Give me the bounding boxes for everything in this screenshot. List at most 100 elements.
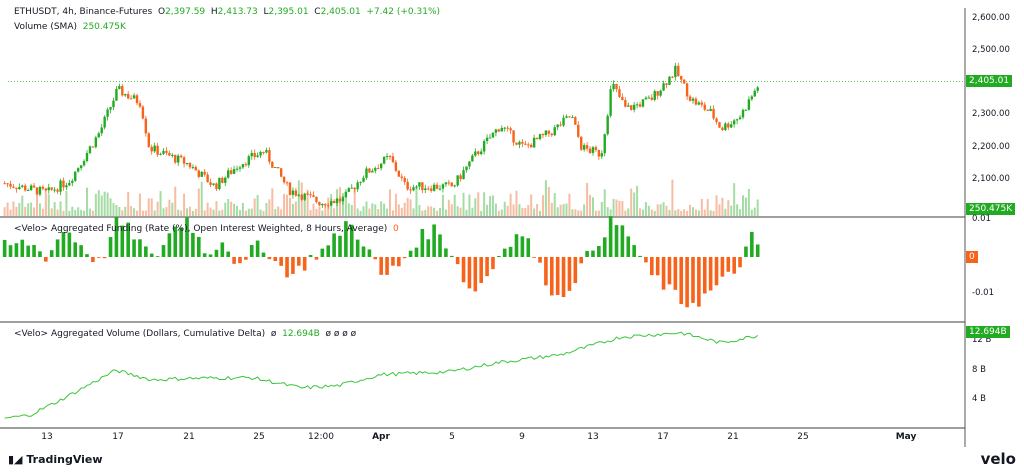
- candle: [397, 170, 401, 177]
- funding-bar: [726, 257, 731, 272]
- volume-bar: [30, 202, 33, 216]
- volume-bar: [238, 210, 241, 216]
- candle: [247, 156, 250, 166]
- candle: [165, 150, 168, 153]
- funding-bar: [567, 257, 572, 291]
- volume-bar: [168, 199, 171, 216]
- funding-bar: [432, 224, 436, 257]
- funding-bar: [608, 216, 613, 257]
- volume-bar: [424, 209, 427, 216]
- volume-bar: [618, 200, 621, 216]
- funding-bar: [232, 257, 236, 264]
- candle: [50, 187, 53, 190]
- candle: [421, 182, 424, 191]
- funding-bar: [408, 250, 413, 257]
- funding-bar: [449, 255, 454, 257]
- funding-bar: [196, 236, 201, 257]
- candle: [297, 194, 301, 196]
- volume-bar: [353, 188, 356, 216]
- candle: [91, 146, 95, 148]
- volume-bar: [368, 208, 371, 216]
- candle: [12, 186, 15, 188]
- candle: [659, 90, 662, 96]
- funding-bar: [155, 256, 160, 257]
- volume-bar: [291, 203, 294, 216]
- volume-bar: [50, 208, 53, 216]
- funding-bar: [626, 236, 631, 257]
- last-price-tag: 2,405.01: [966, 75, 1013, 87]
- funding-bar: [426, 239, 431, 257]
- volume-bar: [418, 204, 421, 216]
- volume-bar: [100, 195, 103, 216]
- candle: [206, 174, 209, 183]
- volume-bar: [188, 206, 191, 216]
- volume-bar: [377, 209, 380, 216]
- funding-bar: [685, 257, 689, 308]
- candle: [474, 151, 477, 156]
- candle: [709, 108, 712, 111]
- candle: [359, 181, 362, 183]
- funding-bar: [132, 239, 136, 257]
- candle: [538, 134, 542, 140]
- volume-bar: [44, 187, 47, 216]
- funding-bar: [114, 217, 119, 257]
- cvd-post: ø ø ø ø: [325, 329, 357, 339]
- candle: [85, 153, 89, 162]
- volume-bar: [227, 198, 230, 216]
- funding-bar: [691, 257, 695, 303]
- funding-bar: [14, 243, 19, 257]
- funding-bar: [614, 225, 619, 257]
- candle: [185, 163, 189, 165]
- volume-bar: [465, 209, 468, 216]
- volume-bar: [144, 210, 147, 216]
- candle: [362, 177, 365, 182]
- candle: [571, 117, 574, 119]
- candle: [591, 147, 595, 153]
- candle: [365, 168, 368, 178]
- funding-bar: [455, 257, 460, 265]
- volume-bar: [286, 194, 289, 216]
- candle: [335, 198, 339, 204]
- volume-bar: [580, 210, 583, 216]
- time-tick: 25: [797, 432, 809, 442]
- volume-bar: [344, 189, 347, 216]
- candle: [106, 109, 109, 117]
- velo-logo: velo: [980, 450, 1016, 468]
- volume-bar: [106, 192, 109, 216]
- candle: [527, 144, 530, 146]
- candle: [427, 188, 430, 190]
- candle: [103, 116, 106, 128]
- candle: [685, 83, 689, 97]
- volume-bar: [171, 202, 174, 216]
- candle: [347, 188, 351, 192]
- candle: [465, 166, 468, 171]
- funding-bar: [379, 257, 383, 275]
- volume-bar: [750, 209, 753, 216]
- volume-bar: [730, 205, 733, 216]
- volume-bar: [112, 203, 115, 216]
- volume-bar: [118, 207, 121, 216]
- volume-bar: [747, 188, 750, 216]
- cvd-tag: 12.694B: [966, 326, 1010, 338]
- funding-bar: [544, 257, 548, 286]
- candle: [441, 184, 445, 189]
- volume-bar: [165, 207, 168, 216]
- cvd-tick: 8 B: [972, 365, 986, 375]
- candle: [121, 86, 124, 96]
- funding-bar: [497, 255, 501, 257]
- volume-bar: [356, 208, 359, 216]
- funding-bar: [391, 257, 395, 266]
- volume-bar: [650, 209, 653, 216]
- candle: [612, 83, 615, 90]
- candle: [227, 170, 230, 178]
- volume-bar: [115, 204, 118, 216]
- funding-bar: [220, 242, 225, 257]
- volume-bar: [430, 206, 433, 216]
- funding-bar: [549, 257, 554, 296]
- tradingview-logo[interactable]: ▮◢ TradingView: [8, 453, 103, 466]
- volume-bar: [500, 209, 503, 216]
- volume-bar: [639, 208, 642, 216]
- candle: [477, 151, 480, 155]
- volume-bar: [400, 207, 403, 216]
